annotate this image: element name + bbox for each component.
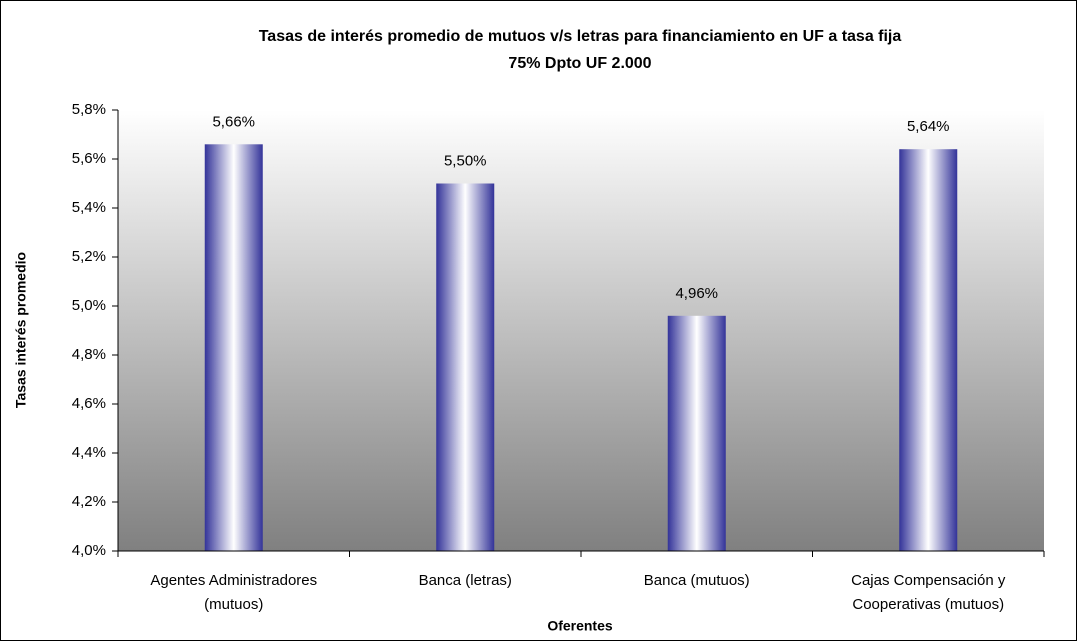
x-tick-label: Banca (letras)	[419, 572, 512, 589]
y-tick-label: 4,0%	[72, 542, 106, 559]
bar	[204, 144, 263, 552]
y-tick-label: 5,0%	[72, 297, 106, 314]
bar	[436, 183, 495, 551]
y-tick-label: 4,2%	[72, 493, 106, 510]
y-tick-label: 4,4%	[72, 444, 106, 461]
x-tick-label: Cajas Compensación y	[851, 572, 1006, 589]
y-tick-label: 5,6%	[72, 150, 106, 167]
data-label: 5,66%	[212, 113, 255, 130]
chart-title: Tasas de interés promedio de mutuos v/s …	[259, 28, 902, 45]
y-tick-label: 4,6%	[72, 395, 106, 412]
bar	[667, 315, 726, 551]
plot-area	[118, 110, 1044, 551]
data-label: 5,50%	[444, 152, 487, 169]
y-tick-label: 5,8%	[72, 101, 106, 118]
x-tick-label: Cooperativas (mutuos)	[852, 596, 1004, 613]
x-tick-label: Banca (mutuos)	[644, 572, 750, 589]
chart-subtitle: 75% Dpto UF 2.000	[508, 55, 651, 72]
y-tick-label: 4,8%	[72, 346, 106, 363]
x-axis-label: Oferentes	[547, 618, 613, 634]
data-label: 4,96%	[675, 285, 718, 302]
x-tick-label: Agentes Administradores	[150, 572, 317, 589]
x-tick-label: (mutuos)	[204, 596, 263, 613]
data-label: 5,64%	[907, 118, 950, 135]
y-tick-label: 5,4%	[72, 199, 106, 216]
y-axis-label: Tasas interés promedio	[13, 252, 29, 408]
bar	[899, 149, 958, 551]
y-tick-label: 5,2%	[72, 248, 106, 265]
